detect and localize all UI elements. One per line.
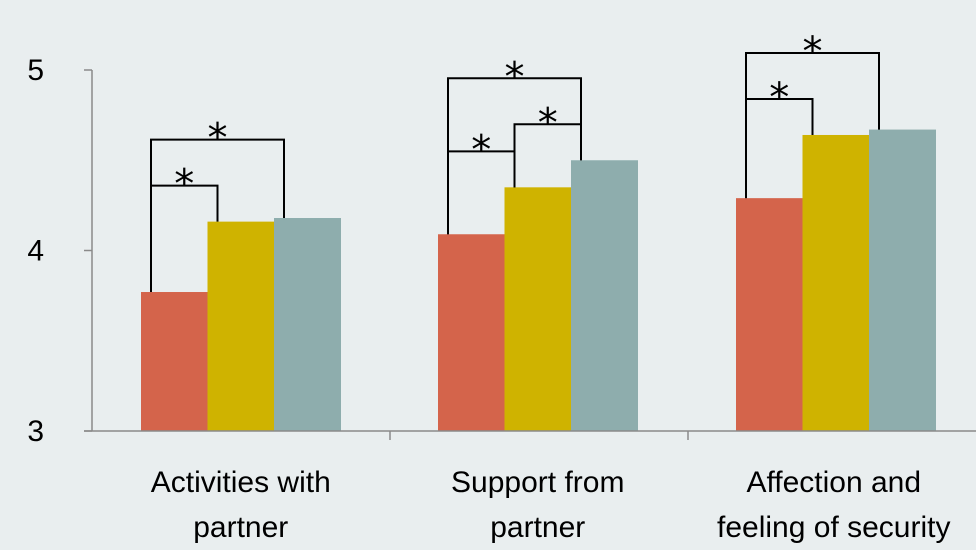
category-label-2-line-1: feeling of security [717,511,950,544]
significance-star-c0-0-1: * [174,162,194,208]
axes-group [84,69,976,440]
bar-c2-s1 [802,134,870,432]
category-label-2-line-0: Affection and [746,466,921,499]
bar-c2-s0 [736,198,803,431]
bars-group [141,129,936,432]
bar-c2-s2 [869,129,936,431]
significance-star-c2-0-2: * [803,29,823,75]
category-label-1-line-0: Support from [451,466,624,499]
significance-brackets: * * * * * * * [150,29,880,293]
category-label-0-line-1: partner [193,511,288,544]
significance-bracket-c0-0-2 [150,138,285,293]
labels-group: 3 4 5 Activities with partner Support from par… [27,54,950,544]
significance-star-c2-0-1: * [769,75,789,121]
significance-bracket-c2-0-2 [745,51,880,199]
significance-star-c1-0-1: * [471,127,491,173]
category-label-1-line-1: partner [490,511,585,544]
y-tick-label-5: 5 [27,54,44,87]
significance-star-c1-1-2: * [538,100,558,146]
y-tick-label-3: 3 [27,415,44,448]
significance-star-c0-0-2: * [208,116,228,162]
category-label-0-line-0: Activities with [151,466,331,499]
y-tick-label-4: 4 [27,235,44,268]
bar-c1-s1 [504,187,572,431]
significance-bracket-c1-0-2 [447,77,582,235]
bar-c0-s2 [274,218,341,431]
bar-c1-s0 [438,234,505,431]
significance-star-c1-0-2: * [505,54,525,100]
bar-c0-s1 [207,221,275,431]
bar-c1-s2 [571,160,638,431]
bar-c0-s0 [141,292,208,431]
